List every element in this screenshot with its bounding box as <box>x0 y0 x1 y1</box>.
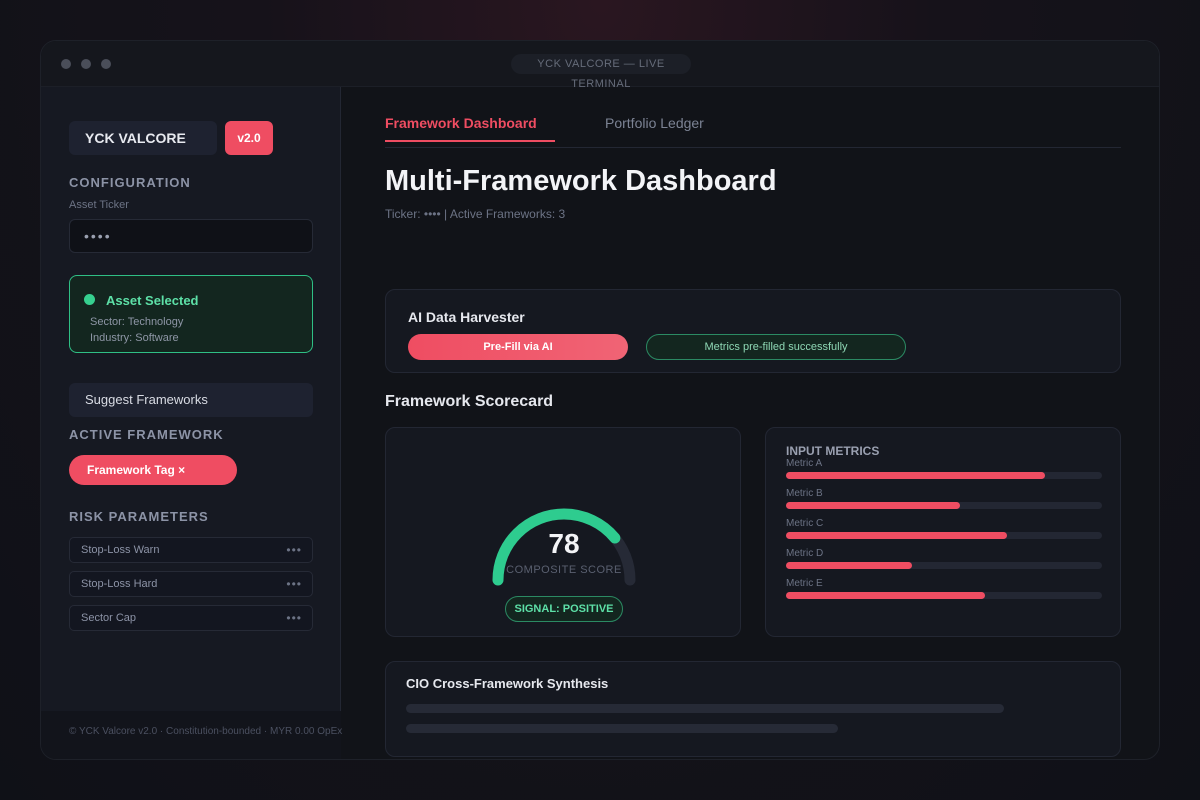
metric-label: Metric A <box>786 458 823 469</box>
ai-data-harvester-card: AI Data Harvester Pre-Fill via AI Metric… <box>385 289 1121 373</box>
metric-row: Metric B <box>786 488 1102 518</box>
title-bar: YCK VALCORE — LIVE TERMINAL <box>41 41 1159 90</box>
loading-skeleton-line <box>406 724 838 733</box>
risk-value: ••• <box>286 611 302 625</box>
metric-bar-track <box>786 592 1102 599</box>
risk-label: Stop-Loss Warn <box>81 544 160 556</box>
page-title: Multi-Framework Dashboard <box>385 165 777 197</box>
suggest-frameworks-button[interactable]: Suggest Frameworks <box>69 383 313 417</box>
risk-row-stop-loss-warn[interactable]: Stop-Loss Warn ••• <box>69 537 313 563</box>
risk-parameters-heading: RISK PARAMETERS <box>69 509 209 524</box>
sidebar: YCK VALCORE v2.0 CONFIGURATION Asset Tic… <box>41 87 342 759</box>
metric-bar-fill <box>786 502 960 509</box>
asset-industry: Industry: Software <box>90 332 179 344</box>
prefill-status-badge: Metrics pre-filled successfully <box>646 334 906 360</box>
metric-bar-track <box>786 562 1102 569</box>
metric-bar-track <box>786 502 1102 509</box>
risk-row-sector-cap[interactable]: Sector Cap ••• <box>69 605 313 631</box>
metric-bar-track <box>786 472 1102 479</box>
configuration-heading: CONFIGURATION <box>69 175 191 190</box>
brand-logo: YCK VALCORE <box>69 121 217 155</box>
prefill-ai-button[interactable]: Pre-Fill via AI <box>408 334 628 360</box>
ticker-label: Asset Ticker <box>69 199 129 211</box>
loading-skeleton-line <box>406 704 1004 713</box>
metric-row: Metric D <box>786 548 1102 578</box>
metric-row: Metric E <box>786 578 1102 608</box>
risk-row-stop-loss-hard[interactable]: Stop-Loss Hard ••• <box>69 571 313 597</box>
window-dot-maximize[interactable] <box>101 59 111 69</box>
input-metrics-title: INPUT METRICS <box>786 444 880 458</box>
metric-bar-fill <box>786 472 1046 479</box>
risk-value: ••• <box>286 577 302 591</box>
tab-framework-dashboard[interactable]: Framework Dashboard <box>385 115 537 131</box>
window-dot-close[interactable] <box>61 59 71 69</box>
scorecard-heading: Framework Scorecard <box>385 393 554 410</box>
metric-label: Metric E <box>786 578 823 589</box>
ticker-input[interactable]: •••• <box>69 219 313 253</box>
status-dot-icon <box>84 294 95 305</box>
metric-label: Metric B <box>786 488 823 499</box>
harvester-title: AI Data Harvester <box>408 309 525 325</box>
metric-label: Metric D <box>786 548 824 559</box>
composite-score-label: COMPOSITE SCORE <box>506 564 622 576</box>
asset-sector: Sector: Technology <box>90 316 184 328</box>
asset-selected-title: Asset Selected <box>106 293 199 308</box>
framework-tag[interactable]: Framework Tag × <box>69 455 237 485</box>
metric-bar-track <box>786 532 1102 539</box>
metric-bar-fill <box>786 592 986 599</box>
main-content: Framework Dashboard Portfolio Ledger Mul… <box>341 87 1159 759</box>
tab-portfolio-ledger[interactable]: Portfolio Ledger <box>605 115 704 131</box>
active-tab-indicator <box>385 140 555 142</box>
asset-selected-card: Asset Selected Sector: Technology Indust… <box>69 275 313 353</box>
score-gauge <box>492 508 636 586</box>
window-title: YCK VALCORE — LIVE TERMINAL <box>511 54 691 90</box>
cio-synthesis-card: CIO Cross-Framework Synthesis <box>385 661 1121 757</box>
page-subtitle: Ticker: •••• | Active Frameworks: 3 <box>385 207 566 221</box>
signal-badge: SIGNAL: POSITIVE <box>505 596 623 622</box>
metric-label: Metric C <box>786 518 824 529</box>
input-metrics-card: INPUT METRICS Metric A Metric B Metric C Me… <box>765 427 1121 637</box>
metric-bar-fill <box>786 562 913 569</box>
sidebar-footer: © YCK Valcore v2.0 · Constitution-bounde… <box>41 711 342 759</box>
risk-label: Sector Cap <box>81 612 137 624</box>
app-window: YCK VALCORE — LIVE TERMINAL YCK VALCORE … <box>40 40 1160 760</box>
composite-score-card: 78 COMPOSITE SCORE SIGNAL: POSITIVE <box>385 427 741 637</box>
window-dot-minimize[interactable] <box>81 59 91 69</box>
risk-label: Stop-Loss Hard <box>81 578 158 590</box>
version-badge: v2.0 <box>225 121 273 155</box>
metric-bar-fill <box>786 532 1008 539</box>
tabs-divider <box>385 147 1121 148</box>
gauge-fill <box>492 508 636 586</box>
metric-row: Metric A <box>786 458 1102 488</box>
active-framework-heading: ACTIVE FRAMEWORK <box>69 427 224 442</box>
synthesis-title: CIO Cross-Framework Synthesis <box>406 676 609 691</box>
metric-row: Metric C <box>786 518 1102 548</box>
risk-value: ••• <box>286 543 302 557</box>
composite-score-value: 78 <box>548 528 580 559</box>
